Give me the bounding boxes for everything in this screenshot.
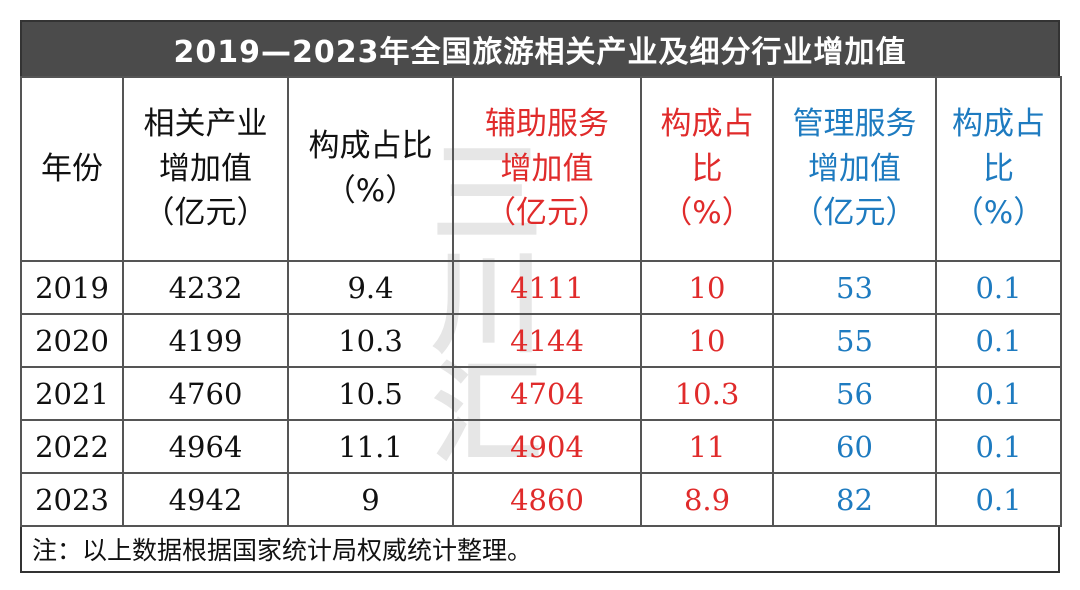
cell-aux-service-value: 4144 bbox=[452, 313, 642, 368]
header-line: （%） bbox=[661, 195, 753, 232]
header-line: （亿元） bbox=[485, 195, 609, 232]
table-row: 2020 4199 10.3 4144 10 55 0.1 bbox=[20, 313, 1062, 368]
data-table: 年份 相关产业 增加值 （亿元） 构成占比 （%） 辅助服务 增加值 （亿元） 构成占比（%） 管理… bbox=[20, 76, 1062, 527]
cell-related-industry-value: 4964 bbox=[122, 419, 289, 474]
header-line: 年份 bbox=[41, 150, 103, 187]
cell-mgmt-service-value: 82 bbox=[772, 472, 937, 527]
header-line: 比 bbox=[983, 150, 1014, 187]
cell-aux-service-value: 4704 bbox=[452, 366, 642, 421]
header-line: 增加值 bbox=[808, 150, 901, 187]
table-footnote: 注：以上数据根据国家统计局权威统计整理。 bbox=[20, 527, 1060, 573]
header-line: 增加值 bbox=[159, 150, 252, 187]
header-line: 相关产业 bbox=[143, 105, 268, 142]
header-line: 构成占 bbox=[952, 105, 1045, 142]
cell-mgmt-service-share: 0.1 bbox=[935, 366, 1062, 421]
header-line: （亿元） bbox=[792, 195, 917, 232]
table-header-row: 年份 相关产业 增加值 （亿元） 构成占比 （%） 辅助服务 增加值 （亿元） 构成占比（%） 管理… bbox=[20, 76, 1062, 262]
table-body: 2019 4232 9.4 4111 10 53 0.1 2020 4199 10.3 4144 10… bbox=[20, 260, 1062, 527]
header-line: 管理服务 bbox=[792, 105, 917, 142]
cell-mgmt-service-share: 0.1 bbox=[935, 472, 1062, 527]
cell-aux-service-share: 10 bbox=[640, 260, 774, 315]
header-related-industry-share: 构成占比 （%） bbox=[287, 76, 454, 262]
table-title: 2019—2023年全国旅游相关产业及细分行业增加值 bbox=[20, 20, 1060, 76]
header-aux-service-share: 构成占比 （%） bbox=[640, 76, 774, 262]
cell-aux-service-value: 4860 bbox=[452, 472, 642, 527]
table-row: 2022 4964 11.1 4904 11 60 0.1 bbox=[20, 419, 1062, 474]
header-line: 增加值 bbox=[500, 150, 594, 187]
cell-mgmt-service-value: 56 bbox=[772, 366, 937, 421]
cell-related-industry-share: 11.1 bbox=[287, 419, 454, 474]
cell-related-industry-share: 10.3 bbox=[287, 313, 454, 368]
header-line: （亿元） bbox=[143, 195, 268, 232]
cell-related-industry-value: 4760 bbox=[122, 366, 289, 421]
cell-related-industry-value: 4942 bbox=[122, 472, 289, 527]
header-year: 年份 bbox=[20, 76, 124, 262]
header-line: 辅助服务 bbox=[485, 105, 609, 142]
cell-aux-service-value: 4111 bbox=[452, 260, 642, 315]
header-mgmt-service-share: 构成占比 （%） bbox=[935, 76, 1062, 262]
cell-aux-service-share: 11 bbox=[640, 419, 774, 474]
table-row: 2021 4760 10.5 4704 10.3 56 0.1 bbox=[20, 366, 1062, 421]
cell-mgmt-service-value: 53 bbox=[772, 260, 937, 315]
header-mgmt-service-value: 管理服务增加值 （亿元） bbox=[772, 76, 937, 262]
cell-related-industry-value: 4232 bbox=[122, 260, 289, 315]
header-line: 比 bbox=[691, 150, 723, 187]
header-line: （%） bbox=[952, 195, 1045, 232]
cell-related-industry-share: 9.4 bbox=[287, 260, 454, 315]
table-row: 2023 4942 9 4860 8.9 82 0.1 bbox=[20, 472, 1062, 527]
header-line: 构成占比 bbox=[308, 128, 433, 165]
cell-mgmt-service-share: 0.1 bbox=[935, 313, 1062, 368]
cell-aux-service-value: 4904 bbox=[452, 419, 642, 474]
cell-aux-service-share: 10 bbox=[640, 313, 774, 368]
cell-mgmt-service-share: 0.1 bbox=[935, 260, 1062, 315]
header-related-industry-value: 相关产业增加值 （亿元） bbox=[122, 76, 289, 262]
cell-aux-service-share: 8.9 bbox=[640, 472, 774, 527]
table-row: 2019 4232 9.4 4111 10 53 0.1 bbox=[20, 260, 1062, 315]
header-line: 构成占 bbox=[660, 105, 754, 142]
cell-related-industry-share: 10.5 bbox=[287, 366, 454, 421]
cell-related-industry-share: 9 bbox=[287, 472, 454, 527]
header-aux-service-value: 辅助服务增加值 （亿元） bbox=[452, 76, 642, 262]
cell-year: 2023 bbox=[20, 472, 124, 527]
cell-mgmt-service-share: 0.1 bbox=[935, 419, 1062, 474]
data-table-container: 2019—2023年全国旅游相关产业及细分行业增加值 年份 相关产业增加值 （亿元）… bbox=[20, 20, 1062, 573]
cell-year: 2021 bbox=[20, 366, 124, 421]
cell-year: 2020 bbox=[20, 313, 124, 368]
cell-mgmt-service-value: 60 bbox=[772, 419, 937, 474]
cell-aux-service-share: 10.3 bbox=[640, 366, 774, 421]
header-line: （%） bbox=[324, 173, 417, 209]
cell-related-industry-value: 4199 bbox=[122, 313, 289, 368]
cell-year: 2022 bbox=[20, 419, 124, 474]
cell-mgmt-service-value: 55 bbox=[772, 313, 937, 368]
cell-year: 2019 bbox=[20, 260, 124, 315]
